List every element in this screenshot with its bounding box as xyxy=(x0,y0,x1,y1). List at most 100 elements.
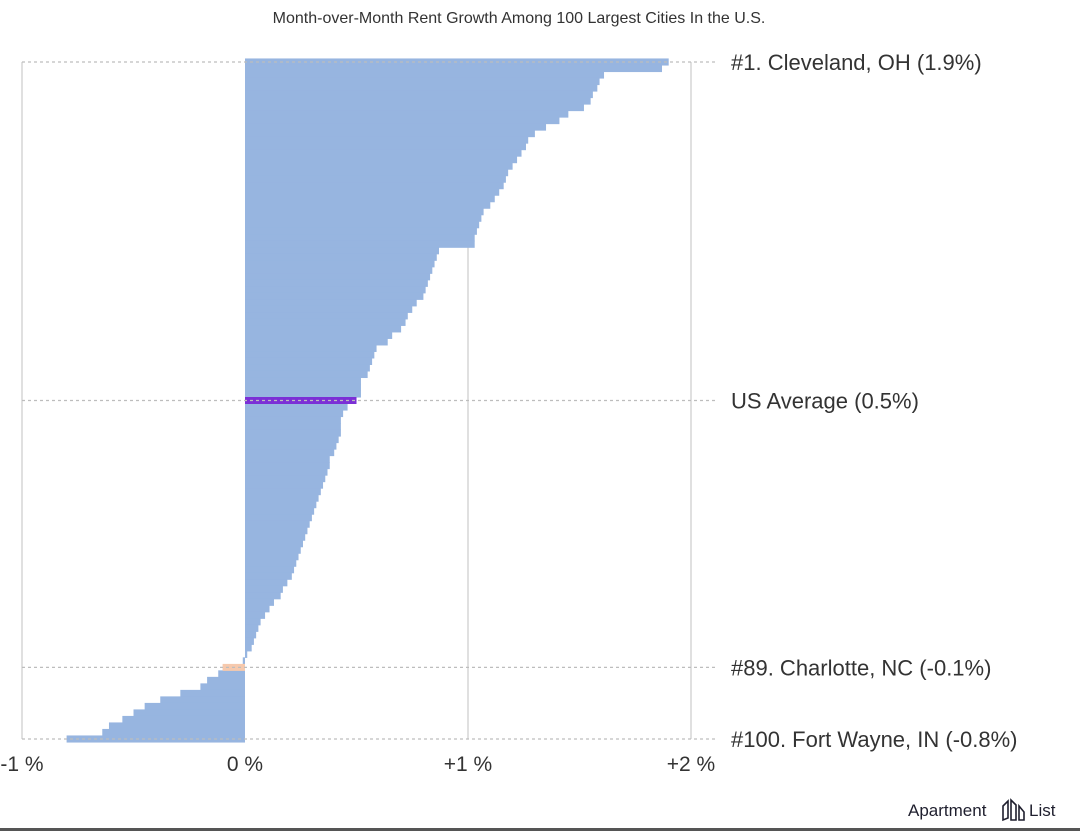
bar-57 xyxy=(245,429,341,437)
bar-95 xyxy=(207,676,245,684)
bar-77 xyxy=(245,559,297,567)
annotation-label-1: US Average (0.5%) xyxy=(731,389,919,414)
bar-68 xyxy=(245,501,317,509)
bar-70 xyxy=(245,514,312,522)
bar-55 xyxy=(245,416,341,424)
bar-30 xyxy=(245,253,437,261)
bar-56 xyxy=(245,422,341,431)
annotation-label-0: #1. Cleveland, OH (1.9%) xyxy=(731,50,982,75)
bar-60 xyxy=(245,449,335,457)
bar-90 xyxy=(245,644,252,652)
bar-5 xyxy=(245,90,593,99)
bar-67 xyxy=(245,494,319,502)
bar-44 xyxy=(245,344,377,352)
bar-35 xyxy=(245,286,426,294)
bar-88 xyxy=(245,631,257,639)
bar-13 xyxy=(245,143,526,151)
bar-14 xyxy=(245,149,522,157)
bar-7 xyxy=(245,104,584,112)
bar-37 xyxy=(245,299,417,307)
bar-28 xyxy=(245,240,475,248)
bar-69 xyxy=(245,507,315,515)
bar-71 xyxy=(245,520,310,528)
bar-23 xyxy=(245,208,484,216)
bar-1 xyxy=(245,64,663,73)
bar-94 xyxy=(218,670,245,678)
bar-32 xyxy=(245,266,433,274)
apartment-list-building-icon xyxy=(1002,798,1025,822)
bar-86 xyxy=(245,618,261,626)
bar-4 xyxy=(245,84,598,92)
bar-9 xyxy=(245,117,560,125)
bar-82 xyxy=(245,592,281,600)
bar-24 xyxy=(245,214,482,222)
bar-96 xyxy=(200,683,245,691)
window-bottom-edge xyxy=(0,828,1080,831)
bar-85 xyxy=(245,611,266,619)
bar-58 xyxy=(245,436,339,444)
bar-51 xyxy=(245,390,361,398)
bar-18 xyxy=(245,175,506,183)
bar-76 xyxy=(245,553,299,561)
bar-2 xyxy=(245,71,605,79)
bar-6 xyxy=(245,97,591,105)
apartment-list-logo: Apartment List xyxy=(908,798,1056,822)
bar-103 xyxy=(102,728,245,737)
bar-74 xyxy=(245,540,303,548)
annotation-label-2: #89. Charlotte, NC (-0.1%) xyxy=(731,655,991,680)
bar-48 xyxy=(245,370,368,379)
bar-78 xyxy=(245,566,295,574)
bar-49 xyxy=(245,377,361,385)
bar-102 xyxy=(108,722,245,730)
bar-53 xyxy=(245,403,348,411)
logo-text-apartment: Apartment xyxy=(908,801,987,820)
bar-20 xyxy=(245,188,500,196)
x-axis-ticks: -1 % 0 % +1 % +2 % xyxy=(0,753,715,776)
bar-8 xyxy=(245,110,569,118)
bar-89 xyxy=(245,637,254,645)
bar-62 xyxy=(245,462,330,470)
bar-41 xyxy=(245,325,402,333)
bar-11 xyxy=(245,130,535,138)
bar-31 xyxy=(245,260,435,268)
bar-19 xyxy=(245,182,504,190)
bar-3 xyxy=(245,77,600,86)
bar-61 xyxy=(245,455,330,463)
bar-101 xyxy=(122,715,245,724)
bar-64 xyxy=(245,475,326,483)
bar-65 xyxy=(245,481,324,489)
bar-22 xyxy=(245,201,491,209)
bar-79 xyxy=(245,572,292,580)
bar-99 xyxy=(144,702,245,711)
x-tick-label-0: -1 % xyxy=(0,753,43,776)
annotation-label-3: #100. Fort Wayne, IN (-0.8%) xyxy=(731,727,1018,752)
bar-87 xyxy=(245,624,259,632)
bar-46 xyxy=(245,357,373,365)
bar-38 xyxy=(245,305,413,313)
bar-100 xyxy=(133,709,245,717)
bar-21 xyxy=(245,195,495,203)
bar-10 xyxy=(245,123,547,131)
bar-84 xyxy=(245,605,270,613)
x-tick-label-1: 0 % xyxy=(227,753,263,776)
bar-42 xyxy=(245,331,393,339)
bar-12 xyxy=(245,136,529,144)
bar-39 xyxy=(245,312,408,320)
x-tick-label-3: +2 % xyxy=(667,753,715,776)
bar-59 xyxy=(245,442,337,450)
bar-25 xyxy=(245,221,480,229)
bar-91 xyxy=(245,650,248,658)
logo-text-list: List xyxy=(1029,801,1056,820)
bar-17 xyxy=(245,169,509,177)
bar-50 xyxy=(245,383,361,392)
bar-54 xyxy=(245,409,344,418)
bar-47 xyxy=(245,364,370,372)
bar-34 xyxy=(245,279,428,287)
bar-92 xyxy=(242,657,245,665)
bar-29 xyxy=(245,247,440,255)
bar-81 xyxy=(245,585,283,593)
bar-40 xyxy=(245,318,406,326)
bar-80 xyxy=(245,579,288,587)
bar-73 xyxy=(245,533,306,541)
